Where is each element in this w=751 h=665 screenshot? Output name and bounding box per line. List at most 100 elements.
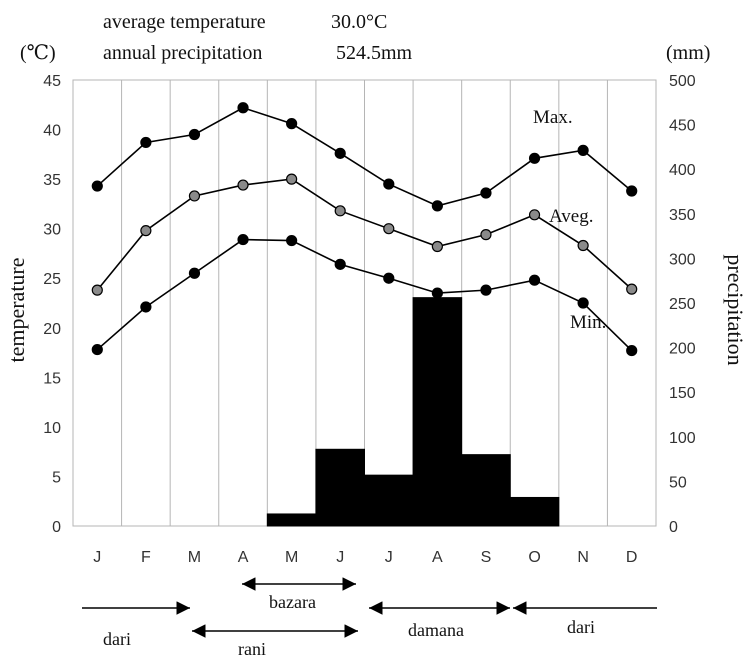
series-point <box>140 225 152 237</box>
left-tick-label: 30 <box>43 222 61 239</box>
right-tick-label: 300 <box>669 251 696 268</box>
right-tick-label: 100 <box>669 430 696 447</box>
left-tick-label: 25 <box>43 271 61 288</box>
precip-bar <box>364 474 414 527</box>
series-point <box>577 239 589 252</box>
series-point <box>480 229 492 241</box>
annual-precip-label: annual precipitation <box>103 42 262 64</box>
month-label: S <box>481 549 492 566</box>
precip-bars <box>266 297 560 527</box>
month-label: D <box>626 549 638 566</box>
right-tick-label: 50 <box>669 474 687 491</box>
left-tick-label: 45 <box>43 73 61 90</box>
right-ticks: 0 50 100 150 200 250 300 350 400 450 500 <box>669 73 696 536</box>
left-tick-label: 20 <box>43 321 61 338</box>
left-tick-label: 35 <box>43 172 61 189</box>
series-label-max: Max. <box>533 107 573 128</box>
precip-bar <box>266 513 317 527</box>
month-label: A <box>432 549 443 566</box>
series-point <box>188 128 201 141</box>
series-point <box>237 179 249 191</box>
series-point <box>140 136 152 149</box>
series-point <box>528 152 541 164</box>
season-label-dari-2: dari <box>567 617 595 637</box>
avg-temp-value: 30.0°C <box>331 11 387 33</box>
series-point <box>334 147 346 159</box>
month-label: J <box>385 549 393 566</box>
series-point <box>626 283 638 295</box>
right-tick-label: 500 <box>669 73 696 90</box>
series-point <box>91 343 103 356</box>
month-label: O <box>528 549 540 566</box>
left-tick-label: 40 <box>43 123 61 140</box>
series-point <box>528 274 541 286</box>
series-point <box>431 287 443 299</box>
series-label-avg: Aveg. <box>549 206 594 227</box>
right-tick-label: 400 <box>669 162 696 179</box>
series-point <box>383 272 395 284</box>
left-tick-label: 15 <box>43 370 61 387</box>
annual-precip-value: 524.5mm <box>336 42 413 64</box>
season-label-rani: rani <box>238 639 266 659</box>
series-point <box>286 234 298 247</box>
right-axis-unit: (mm) <box>666 42 710 64</box>
left-axis-title: temperature <box>4 257 29 362</box>
series-point <box>577 297 589 309</box>
season-label-damana: damana <box>408 620 464 640</box>
month-label: N <box>577 549 589 566</box>
season-label-bazara: bazara <box>269 592 316 612</box>
series-line <box>96 238 633 352</box>
series-point <box>480 284 492 296</box>
month-label: J <box>93 549 101 566</box>
series-point <box>188 267 201 279</box>
series-point <box>237 233 249 246</box>
series-point <box>286 173 298 185</box>
right-tick-label: 0 <box>669 519 678 536</box>
series-point <box>237 102 249 114</box>
avg-temp-label: average temperature <box>103 11 266 33</box>
precip-bar <box>315 448 365 527</box>
series-point <box>431 200 443 212</box>
month-label: J <box>336 549 344 566</box>
series-point <box>188 190 201 202</box>
series-point <box>480 187 492 199</box>
series-point <box>577 144 589 156</box>
series-point <box>140 301 152 313</box>
series-point <box>91 180 103 192</box>
right-axis-title: precipitation <box>723 254 748 365</box>
month-label: A <box>238 549 249 566</box>
right-tick-label: 200 <box>669 341 696 358</box>
left-tick-label: 5 <box>52 469 61 486</box>
month-label: M <box>285 549 298 566</box>
series-point <box>383 223 395 235</box>
season-label-dari-1: dari <box>103 629 131 649</box>
precip-bar <box>461 454 511 527</box>
series-line <box>96 106 633 207</box>
precip-bar <box>412 297 463 527</box>
series-point <box>91 284 103 296</box>
series-point <box>626 344 638 357</box>
series-point <box>528 209 541 221</box>
precip-bar <box>509 496 560 527</box>
month-label: F <box>141 549 151 566</box>
series-line <box>96 178 633 291</box>
temp-lines <box>91 102 638 357</box>
right-tick-label: 350 <box>669 207 696 224</box>
right-tick-label: 450 <box>669 118 696 135</box>
left-tick-label: 10 <box>43 420 61 437</box>
series-point <box>383 178 395 190</box>
series-point <box>431 240 443 253</box>
series-point <box>334 258 346 270</box>
series-point <box>286 118 298 130</box>
left-axis-unit: (℃) <box>20 42 56 64</box>
right-tick-label: 250 <box>669 296 696 313</box>
left-tick-label: 0 <box>52 519 61 536</box>
series-point <box>334 205 346 217</box>
series-point <box>626 185 638 197</box>
right-tick-label: 150 <box>669 385 696 402</box>
series-label-min: Min. <box>570 312 606 333</box>
month-label: M <box>188 549 201 566</box>
